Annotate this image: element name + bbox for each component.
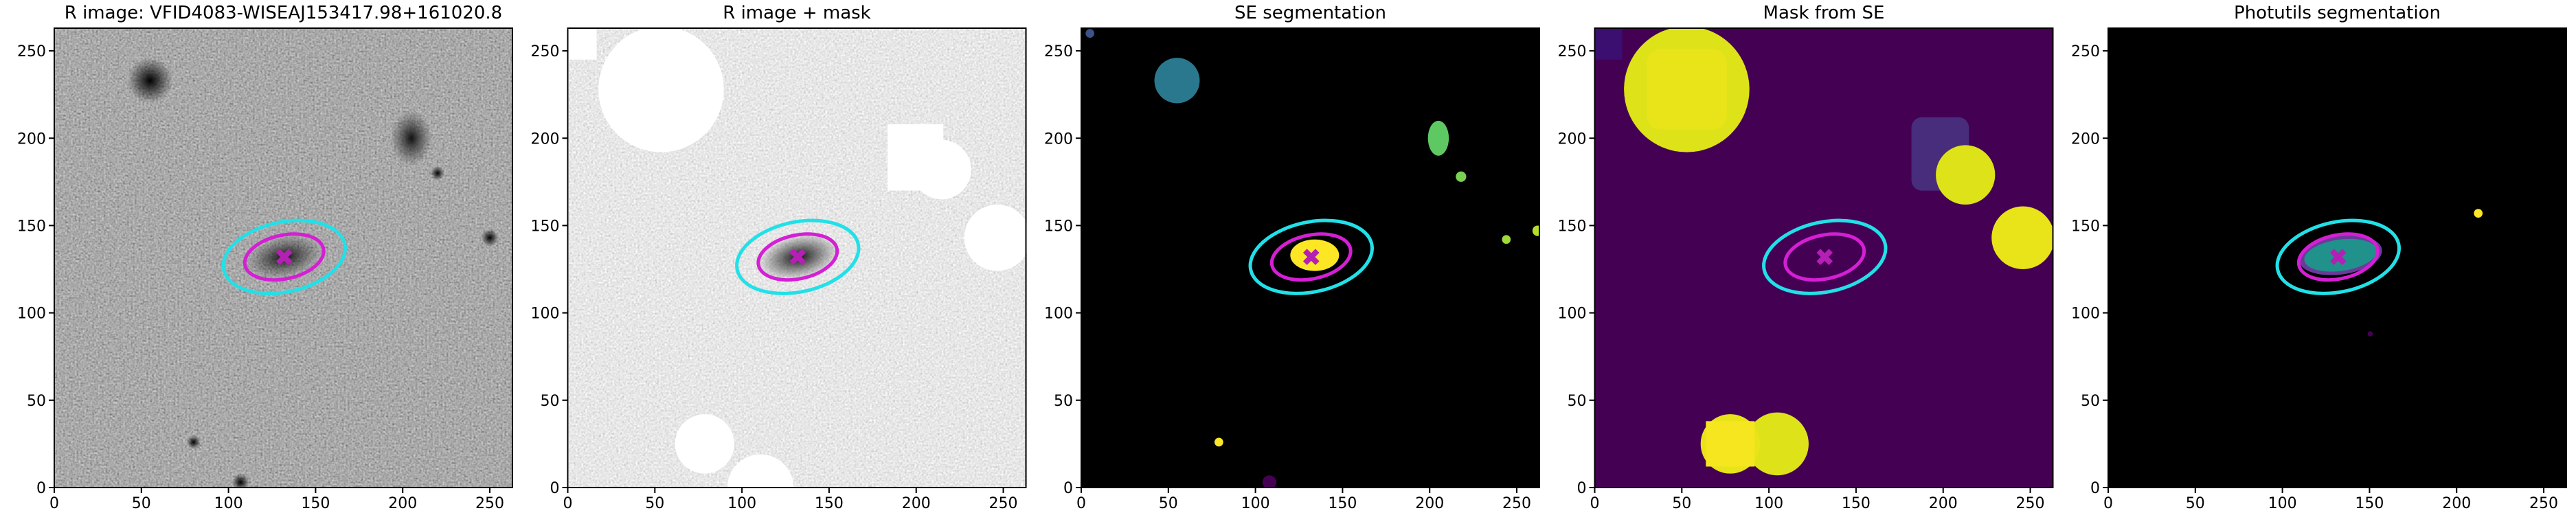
x-tick-label: 50 — [1672, 495, 1691, 512]
x-tick-label: 250 — [989, 495, 1018, 512]
y-tick-label: 200 — [2071, 130, 2100, 148]
x-tick-label: 100 — [214, 495, 243, 512]
aperture-ellipse — [1248, 218, 1374, 295]
panel-title: Mask from SE — [1763, 3, 1885, 23]
center-marker — [2329, 249, 2347, 266]
axes-frame — [2108, 27, 2567, 488]
y-tick-label: 150 — [2071, 218, 2100, 235]
x-tick-label: 200 — [1929, 495, 1958, 512]
x-tick-label: 100 — [1241, 495, 1270, 512]
x-tick-label: 100 — [2268, 495, 2297, 512]
x-tick-label: 150 — [815, 495, 844, 512]
x-tick-label: 150 — [1842, 495, 1871, 512]
panel-image — [54, 28, 512, 488]
y-tick-label: 100 — [2071, 306, 2100, 323]
aperture-ellipse — [221, 218, 347, 295]
y-tick-label: 50 — [541, 393, 560, 410]
x-tick-label: 0 — [563, 495, 573, 512]
y-tick-label: 200 — [17, 130, 46, 148]
x-tick-label: 200 — [2442, 495, 2471, 512]
y-tick-label: 200 — [1044, 130, 1073, 148]
aperture-ellipse — [2296, 232, 2380, 282]
x-tick-label: 0 — [49, 495, 59, 512]
x-tick-label: 200 — [1415, 495, 1444, 512]
axes-frame — [567, 27, 1027, 488]
y-tick-label: 50 — [2081, 393, 2100, 410]
y-tick-label: 200 — [1558, 130, 1587, 148]
y-tick-label: 0 — [1577, 480, 1587, 497]
aperture-ellipse — [1269, 232, 1353, 282]
y-tick-label: 0 — [550, 480, 560, 497]
y-tick-label: 150 — [531, 218, 560, 235]
y-tick-label: 250 — [1044, 43, 1073, 60]
x-tick-label: 0 — [1590, 495, 1600, 512]
axes-frame — [1081, 27, 1540, 488]
panel-title: SE segmentation — [1234, 3, 1386, 23]
x-tick-label: 150 — [301, 495, 330, 512]
axes-frame — [1594, 27, 2054, 488]
panel-title: R image + mask — [723, 3, 871, 23]
panel-image — [569, 28, 1027, 488]
y-tick-label: 0 — [2090, 480, 2100, 497]
center-marker — [789, 249, 806, 266]
y-tick-label: 250 — [531, 43, 560, 60]
x-tick-label: 200 — [902, 495, 931, 512]
y-tick-label: 150 — [1044, 218, 1073, 235]
y-tick-label: 200 — [531, 130, 560, 148]
panel-title: R image: VFID4083-WISEAJ153417.98+161020… — [65, 3, 502, 23]
x-tick-label: 250 — [2016, 495, 2045, 512]
x-tick-label: 100 — [1754, 495, 1783, 512]
aperture-ellipse — [2275, 218, 2401, 295]
y-tick-label: 100 — [531, 306, 560, 323]
axes-frame — [54, 27, 513, 488]
x-tick-label: 100 — [727, 495, 756, 512]
y-tick-label: 250 — [1558, 43, 1587, 60]
y-tick-label: 50 — [1054, 393, 1073, 410]
panel-title: Photutils segmentation — [2234, 3, 2441, 23]
y-tick-label: 0 — [1063, 480, 1073, 497]
aperture-ellipse — [735, 218, 861, 295]
y-tick-label: 250 — [2071, 43, 2100, 60]
x-tick-label: 0 — [2103, 495, 2113, 512]
x-tick-label: 250 — [2529, 495, 2558, 512]
x-tick-label: 50 — [645, 495, 664, 512]
x-tick-label: 250 — [1502, 495, 1531, 512]
x-tick-label: 150 — [1328, 495, 1357, 512]
center-marker — [1816, 249, 1833, 266]
x-tick-label: 50 — [2186, 495, 2205, 512]
y-tick-label: 150 — [17, 218, 46, 235]
y-tick-label: 50 — [27, 393, 46, 410]
aperture-ellipse — [756, 232, 839, 282]
y-tick-label: 100 — [1044, 306, 1073, 323]
center-marker — [1302, 249, 1320, 266]
y-tick-label: 100 — [1558, 306, 1587, 323]
x-tick-label: 250 — [475, 495, 504, 512]
y-tick-label: 250 — [17, 43, 46, 60]
y-tick-label: 0 — [36, 480, 46, 497]
y-tick-label: 50 — [1568, 393, 1587, 410]
x-tick-label: 150 — [2355, 495, 2384, 512]
aperture-ellipse — [1783, 232, 1866, 282]
y-tick-label: 100 — [17, 306, 46, 323]
aperture-ellipse — [1762, 218, 1888, 295]
x-tick-label: 50 — [132, 495, 151, 512]
aperture-ellipse — [242, 232, 326, 282]
center-marker — [275, 249, 293, 266]
x-tick-label: 0 — [1076, 495, 1086, 512]
y-tick-label: 150 — [1558, 218, 1587, 235]
x-tick-label: 50 — [1159, 495, 1178, 512]
x-tick-label: 200 — [388, 495, 417, 512]
